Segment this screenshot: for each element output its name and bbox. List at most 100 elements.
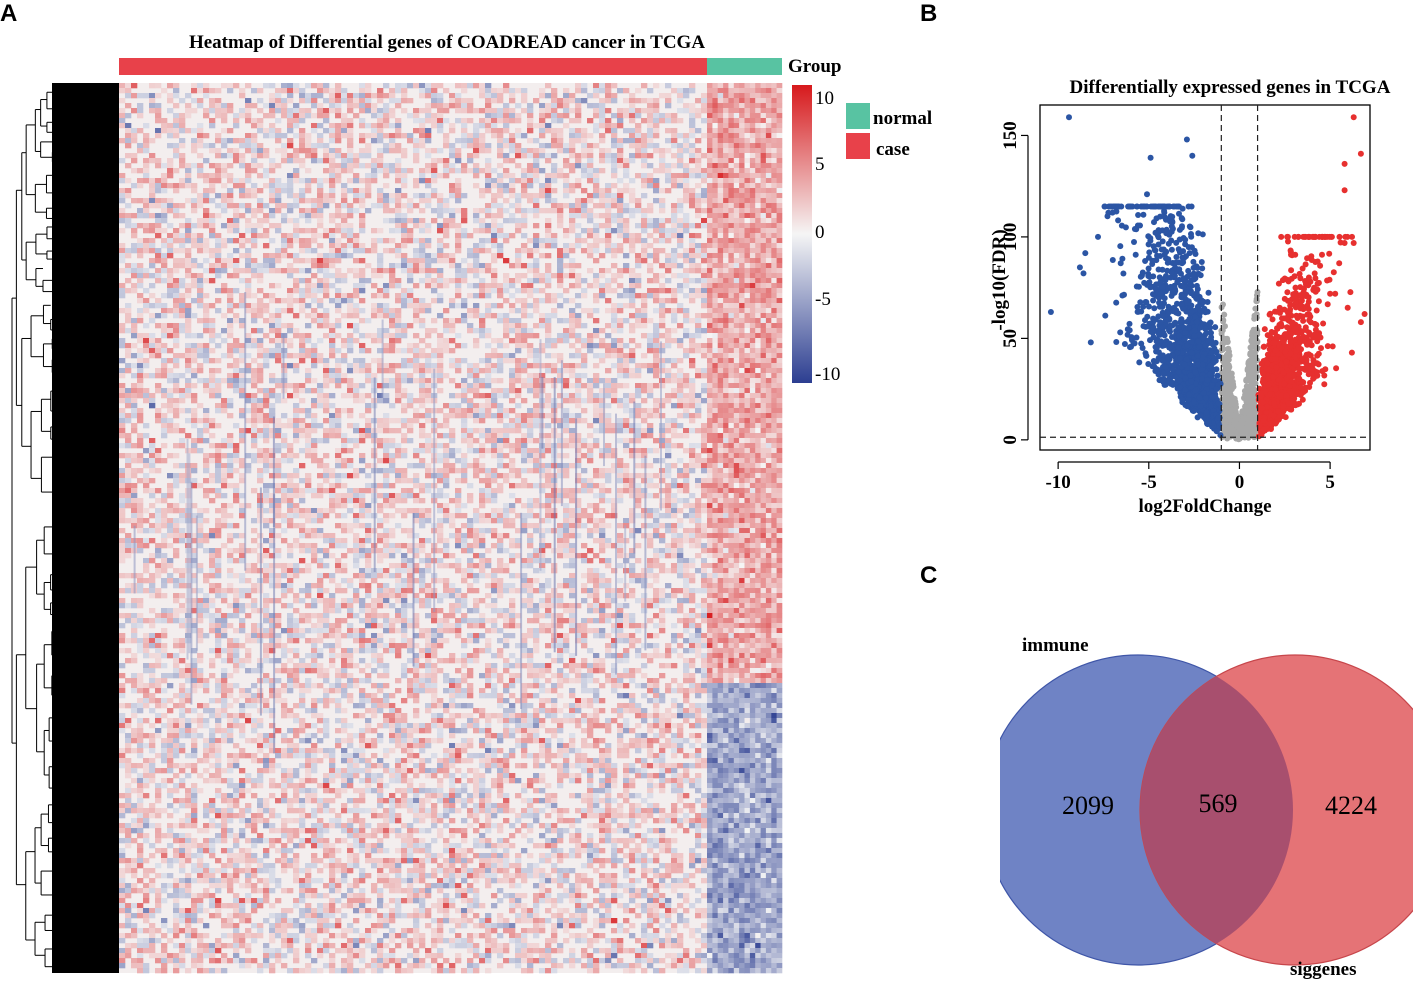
heatmap-cell bbox=[659, 458, 666, 464]
heatmap-cell bbox=[647, 268, 654, 274]
heatmap-cell bbox=[665, 173, 672, 179]
heatmap-cell bbox=[491, 393, 498, 399]
heatmap-cell bbox=[227, 443, 234, 449]
heatmap-cell bbox=[539, 113, 546, 119]
heatmap-cell bbox=[629, 483, 636, 489]
heatmap-cell bbox=[137, 313, 144, 319]
heatmap-cell bbox=[347, 338, 354, 344]
heatmap-cell bbox=[545, 218, 552, 224]
heatmap-cell bbox=[683, 468, 690, 474]
heatmap-cell bbox=[611, 388, 618, 394]
heatmap-cell bbox=[269, 113, 276, 119]
heatmap-cell bbox=[329, 213, 336, 219]
heatmap-cell bbox=[455, 108, 462, 114]
heatmap-cell bbox=[587, 248, 594, 254]
heatmap-cell bbox=[545, 448, 552, 454]
heatmap-cell bbox=[287, 93, 294, 99]
heatmap-cell bbox=[257, 338, 264, 344]
heatmap-cell bbox=[305, 453, 312, 459]
heatmap-cell bbox=[155, 373, 162, 379]
heatmap-cell bbox=[479, 393, 486, 399]
heatmap-cell bbox=[407, 133, 414, 139]
heatmap-cell bbox=[389, 228, 396, 234]
heatmap-cell bbox=[509, 138, 516, 144]
heatmap-cell bbox=[395, 398, 402, 404]
heatmap-cell bbox=[449, 103, 456, 109]
heatmap-cell bbox=[335, 318, 342, 324]
heatmap-cell bbox=[575, 348, 582, 354]
heatmap-cell bbox=[515, 253, 522, 259]
heatmap-cell bbox=[557, 358, 564, 364]
heatmap-cell bbox=[695, 233, 702, 239]
heatmap-cell bbox=[443, 243, 450, 249]
heatmap-cell bbox=[293, 313, 300, 319]
heatmap-cell bbox=[395, 143, 402, 149]
heatmap-cell bbox=[437, 298, 444, 304]
heatmap-cell bbox=[167, 333, 174, 339]
heatmap-cell bbox=[311, 363, 318, 369]
heatmap-cell bbox=[551, 198, 558, 204]
heatmap-cell bbox=[347, 238, 354, 244]
heatmap-cell bbox=[323, 278, 330, 284]
heatmap-cell bbox=[485, 223, 492, 229]
heatmap-cell bbox=[119, 338, 126, 344]
heatmap-cell bbox=[395, 388, 402, 394]
heatmap-cell bbox=[401, 348, 408, 354]
heatmap-cell bbox=[389, 218, 396, 224]
heatmap-cell bbox=[611, 428, 618, 434]
heatmap-cell bbox=[695, 163, 702, 169]
heatmap-cell bbox=[365, 98, 372, 104]
heatmap-cell bbox=[671, 133, 678, 139]
heatmap-cell bbox=[485, 158, 492, 164]
heatmap-cell bbox=[557, 303, 564, 309]
heatmap-cell bbox=[557, 318, 564, 324]
heatmap-cell bbox=[701, 293, 708, 299]
heatmap-cell bbox=[563, 228, 570, 234]
heatmap-cell bbox=[521, 483, 528, 489]
heatmap-cell bbox=[305, 303, 312, 309]
heatmap-cell bbox=[509, 233, 516, 239]
heatmap-cell bbox=[689, 458, 696, 464]
heatmap-cell bbox=[503, 218, 510, 224]
heatmap-cell bbox=[293, 428, 300, 434]
heatmap-cell bbox=[257, 208, 264, 214]
heatmap-cell bbox=[347, 128, 354, 134]
heatmap-cell bbox=[383, 438, 390, 444]
heatmap-cell bbox=[479, 313, 486, 319]
heatmap-cell bbox=[461, 418, 468, 424]
heatmap-cell bbox=[209, 163, 216, 169]
heatmap-cell bbox=[155, 203, 162, 209]
heatmap-cell bbox=[137, 378, 144, 384]
heatmap-cell bbox=[515, 223, 522, 229]
heatmap-cell bbox=[689, 133, 696, 139]
heatmap-cell bbox=[413, 268, 420, 274]
heatmap-cell bbox=[173, 428, 180, 434]
heatmap-cell bbox=[611, 323, 618, 329]
heatmap-cell bbox=[317, 263, 324, 269]
heatmap-cell bbox=[605, 448, 612, 454]
heatmap-cell bbox=[305, 283, 312, 289]
heatmap-cell bbox=[419, 243, 426, 249]
heatmap-cell bbox=[569, 143, 576, 149]
heatmap-cell bbox=[497, 163, 504, 169]
heatmap-cell bbox=[665, 473, 672, 479]
heatmap-cell bbox=[323, 438, 330, 444]
heatmap-cell bbox=[329, 218, 336, 224]
heatmap-cell bbox=[653, 198, 660, 204]
heatmap-cell bbox=[659, 343, 666, 349]
heatmap-cell bbox=[287, 383, 294, 389]
heatmap-cell bbox=[173, 238, 180, 244]
heatmap-cell bbox=[587, 443, 594, 449]
heatmap-cell bbox=[503, 438, 510, 444]
heatmap-cell bbox=[407, 393, 414, 399]
heatmap-cell bbox=[503, 128, 510, 134]
heatmap-cell bbox=[641, 133, 648, 139]
heatmap-cell bbox=[275, 188, 282, 194]
heatmap-cell bbox=[179, 243, 186, 249]
heatmap-cell bbox=[389, 458, 396, 464]
heatmap-cell bbox=[341, 373, 348, 379]
heatmap-cell bbox=[173, 118, 180, 124]
heatmap-cell bbox=[485, 183, 492, 189]
heatmap-cell bbox=[137, 433, 144, 439]
heatmap-cell bbox=[395, 123, 402, 129]
